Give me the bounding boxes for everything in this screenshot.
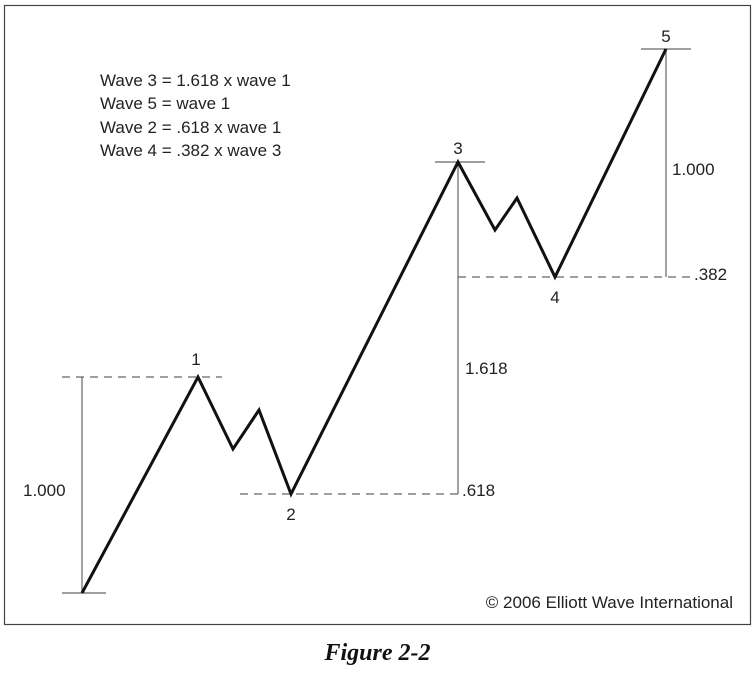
note-wave5: Wave 5 = wave 1	[100, 94, 230, 113]
copyright-text: © 2006 Elliott Wave International	[486, 593, 733, 612]
ratio-label-wave4: .382	[694, 265, 727, 284]
ratio-label-wave5: 1.000	[672, 160, 715, 179]
wave-notes: Wave 3 = 1.618 x wave 1 Wave 5 = wave 1 …	[100, 71, 291, 160]
elliott-wave-line	[80, 48, 668, 594]
wave-label-2: 2	[286, 505, 295, 524]
figure-frame	[3, 4, 752, 626]
wave-label-5: 5	[661, 27, 670, 46]
ratio-label-wave3: 1.618	[465, 359, 508, 378]
wave-label-4: 4	[550, 288, 559, 307]
note-wave3: Wave 3 = 1.618 x wave 1	[100, 71, 291, 90]
note-wave4: Wave 4 = .382 x wave 3	[100, 141, 281, 160]
ratio-label-wave1: 1.000	[23, 481, 66, 500]
ratio-label-wave2: .618	[462, 481, 495, 500]
wave-label-1: 1	[191, 350, 200, 369]
figure-caption: Figure 2-2	[324, 640, 431, 666]
note-wave2: Wave 2 = .618 x wave 1	[100, 118, 281, 137]
wave-label-3: 3	[453, 139, 462, 158]
